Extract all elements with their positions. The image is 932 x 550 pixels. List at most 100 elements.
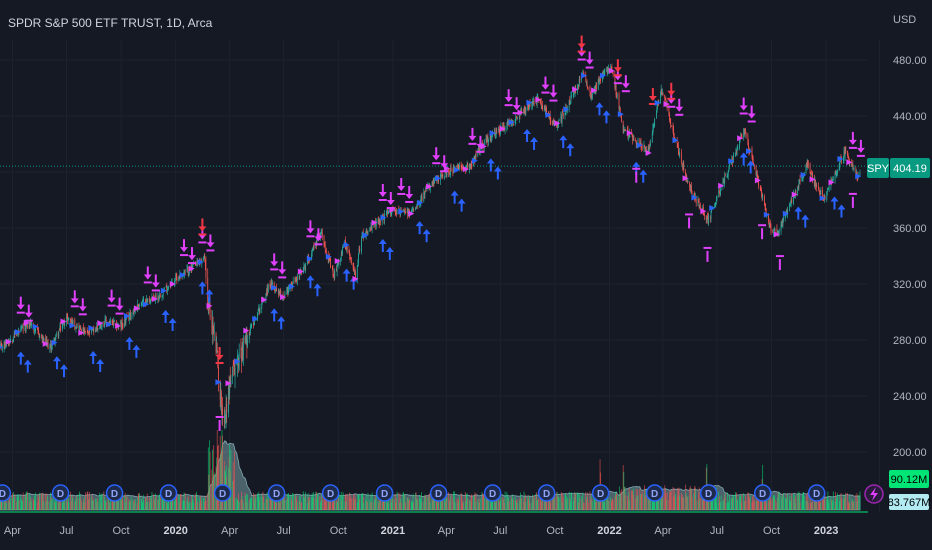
volume-bar bbox=[25, 492, 27, 510]
volume-bar bbox=[167, 497, 169, 510]
volume-bar bbox=[85, 492, 86, 510]
volume-bar bbox=[448, 499, 450, 510]
time-axis[interactable]: Apr Jul Oct 2020 Apr Jul Oct 2021 Apr Jul Oct 2022 A… bbox=[0, 511, 868, 537]
volume-bar bbox=[819, 501, 821, 510]
volume-bar bbox=[719, 502, 721, 510]
arrow-head bbox=[848, 139, 857, 145]
volume-bar bbox=[458, 500, 460, 510]
dividend-D-icon[interactable]: D bbox=[807, 484, 826, 502]
volume-bar bbox=[163, 492, 165, 510]
volume-bar bbox=[250, 497, 252, 510]
pattern-marker bbox=[69, 322, 76, 329]
candle-body bbox=[652, 127, 654, 134]
volume-bar bbox=[714, 498, 716, 510]
volume-bar bbox=[51, 497, 53, 510]
dividend-D-icon[interactable]: D bbox=[483, 484, 502, 502]
pattern-marker bbox=[489, 130, 496, 137]
volume-bar bbox=[616, 496, 618, 510]
dividend-circle bbox=[267, 484, 286, 502]
candle-body bbox=[137, 303, 139, 309]
candle-body bbox=[277, 290, 279, 294]
candle-body bbox=[453, 166, 454, 173]
volume-bar bbox=[615, 491, 616, 510]
dividend-D-icon[interactable]: D bbox=[159, 484, 178, 502]
volume-bar bbox=[79, 491, 80, 510]
candle-body bbox=[425, 189, 427, 191]
volume-bar bbox=[510, 499, 512, 510]
dividend-D-icon[interactable]: D bbox=[591, 484, 610, 502]
volume-bar bbox=[578, 503, 580, 510]
volume-bar bbox=[585, 496, 587, 510]
volume-bar bbox=[434, 494, 435, 510]
volume-bar bbox=[284, 500, 286, 510]
candle-body bbox=[89, 329, 91, 334]
candle-body bbox=[105, 319, 107, 323]
volume-bar bbox=[288, 493, 289, 510]
dividend-D-icon[interactable]: D bbox=[645, 484, 664, 502]
volume-bar bbox=[13, 492, 15, 510]
volume-bar bbox=[441, 496, 442, 510]
volume-bar bbox=[511, 494, 513, 510]
candle-body bbox=[470, 162, 472, 167]
candle-body bbox=[561, 113, 563, 123]
volume-bar bbox=[571, 492, 572, 510]
candle-body bbox=[3, 342, 5, 350]
dividend-D-icon[interactable]: D bbox=[213, 484, 232, 502]
dividend-D-icon[interactable]: D bbox=[51, 484, 70, 502]
candle-body bbox=[237, 355, 239, 362]
dividend-D-icon[interactable]: D bbox=[105, 484, 124, 502]
volume-bar bbox=[855, 494, 857, 510]
candle-body bbox=[718, 190, 720, 197]
dividend-D-icon[interactable]: D bbox=[753, 484, 772, 502]
dividend-D-icon[interactable]: D bbox=[267, 484, 286, 502]
dividend-D-icon[interactable]: D bbox=[699, 484, 718, 502]
volume-bar bbox=[540, 493, 542, 510]
volume-bar bbox=[545, 501, 546, 510]
volume-bar bbox=[583, 502, 585, 510]
candle-body bbox=[340, 254, 342, 258]
volume-bar bbox=[581, 495, 583, 510]
candle-body bbox=[545, 107, 547, 111]
volume-bar bbox=[444, 494, 446, 510]
pattern-marker bbox=[709, 205, 716, 212]
volume-bar bbox=[502, 497, 504, 510]
candle-body bbox=[378, 219, 380, 221]
candle-body bbox=[661, 92, 663, 94]
volume-bar bbox=[76, 495, 77, 510]
dividend-D-icon[interactable]: D bbox=[375, 484, 394, 502]
volume-bar bbox=[241, 496, 243, 510]
dividend-circle bbox=[213, 484, 232, 502]
candle-body bbox=[798, 182, 800, 189]
candle-body bbox=[664, 94, 666, 99]
candle-body bbox=[150, 299, 152, 303]
candle-body bbox=[678, 153, 680, 155]
dividend-D-icon[interactable]: D bbox=[321, 484, 340, 502]
candle-body bbox=[515, 115, 517, 117]
pattern-marker bbox=[197, 259, 204, 266]
candle-body bbox=[218, 366, 219, 383]
candle-body bbox=[375, 221, 377, 227]
dividend-D-icon[interactable]: D bbox=[429, 484, 448, 502]
pattern-marker bbox=[169, 281, 176, 288]
candle-body bbox=[142, 299, 144, 301]
dividend-D-icon[interactable]: D bbox=[0, 484, 12, 502]
volume-bar bbox=[271, 494, 273, 510]
candle-body bbox=[629, 132, 631, 138]
candle-body bbox=[528, 107, 530, 110]
candle-body bbox=[561, 116, 562, 122]
volume-bar bbox=[728, 500, 730, 510]
candle-body bbox=[338, 262, 340, 265]
volume-bar bbox=[54, 493, 56, 510]
volume-bar bbox=[113, 499, 115, 510]
candle-body bbox=[58, 331, 60, 337]
volume-bar bbox=[95, 502, 97, 510]
volume-bar bbox=[482, 493, 483, 510]
volume-bar bbox=[283, 496, 285, 510]
candle-body bbox=[527, 105, 529, 109]
volume-bar bbox=[502, 499, 504, 510]
volume-bar bbox=[743, 493, 745, 510]
dividend-D-icon[interactable]: D bbox=[537, 484, 556, 502]
